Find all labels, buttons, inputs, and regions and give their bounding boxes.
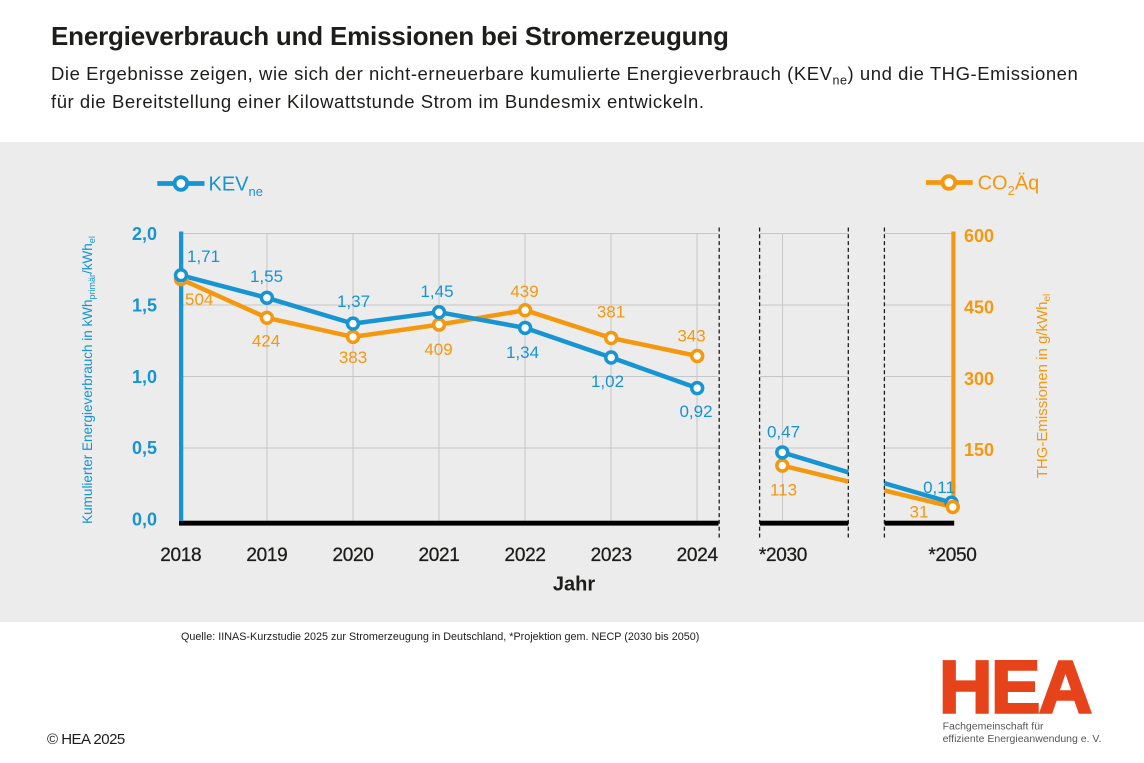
- svg-text:113: 113: [770, 481, 797, 500]
- svg-text:504: 504: [185, 290, 213, 309]
- svg-text:424: 424: [252, 332, 280, 351]
- svg-text:0,11: 0,11: [923, 478, 955, 497]
- svg-text:*2050: *2050: [928, 545, 976, 566]
- svg-text:409: 409: [424, 340, 452, 359]
- svg-text:2019: 2019: [246, 545, 287, 566]
- svg-text:2,0: 2,0: [132, 224, 157, 244]
- svg-text:600: 600: [964, 226, 994, 246]
- svg-text:0,47: 0,47: [767, 423, 800, 442]
- svg-text:2023: 2023: [591, 545, 632, 566]
- svg-text:31: 31: [910, 503, 929, 522]
- svg-text:300: 300: [964, 369, 994, 389]
- svg-text:0,5: 0,5: [132, 438, 157, 458]
- svg-text:1,55: 1,55: [250, 267, 283, 286]
- svg-text:150: 150: [964, 440, 994, 460]
- svg-text:Jahr: Jahr: [553, 574, 595, 596]
- svg-text:CO2Äq: CO2Äq: [978, 173, 1040, 199]
- svg-text:Kumulierter Energieverbrauch i: Kumulierter Energieverbrauch in kWhprimä…: [80, 236, 97, 524]
- svg-text:0,0: 0,0: [132, 510, 157, 530]
- svg-text:381: 381: [597, 303, 625, 322]
- svg-text:450: 450: [964, 298, 994, 318]
- svg-text:KEVne: KEVne: [209, 174, 264, 200]
- svg-text:Fachgemeinschaft für: Fachgemeinschaft für: [943, 721, 1044, 733]
- svg-text:*2030: *2030: [759, 545, 807, 566]
- svg-text:0,92: 0,92: [679, 402, 712, 421]
- svg-text:383: 383: [339, 348, 367, 367]
- svg-text:1,37: 1,37: [337, 292, 370, 311]
- svg-text:2022: 2022: [505, 545, 546, 566]
- svg-text:effiziente Energieanwendung e.: effiziente Energieanwendung e. V.: [943, 733, 1102, 745]
- svg-text:THG-Emissionen in g/kWhel: THG-Emissionen in g/kWhel: [1034, 294, 1053, 479]
- svg-text:2021: 2021: [418, 545, 459, 566]
- svg-text:2018: 2018: [160, 545, 201, 566]
- svg-text:1,71: 1,71: [187, 247, 220, 266]
- svg-text:439: 439: [510, 282, 538, 301]
- svg-text:343: 343: [677, 327, 705, 346]
- svg-text:1,0: 1,0: [132, 367, 157, 387]
- svg-text:HEA: HEA: [939, 646, 1091, 729]
- svg-text:1,5: 1,5: [132, 296, 157, 316]
- svg-text:1,34: 1,34: [506, 343, 539, 362]
- svg-text:2020: 2020: [332, 545, 373, 566]
- svg-text:1,45: 1,45: [420, 282, 453, 301]
- svg-text:1,02: 1,02: [591, 372, 624, 391]
- svg-text:2024: 2024: [677, 545, 719, 566]
